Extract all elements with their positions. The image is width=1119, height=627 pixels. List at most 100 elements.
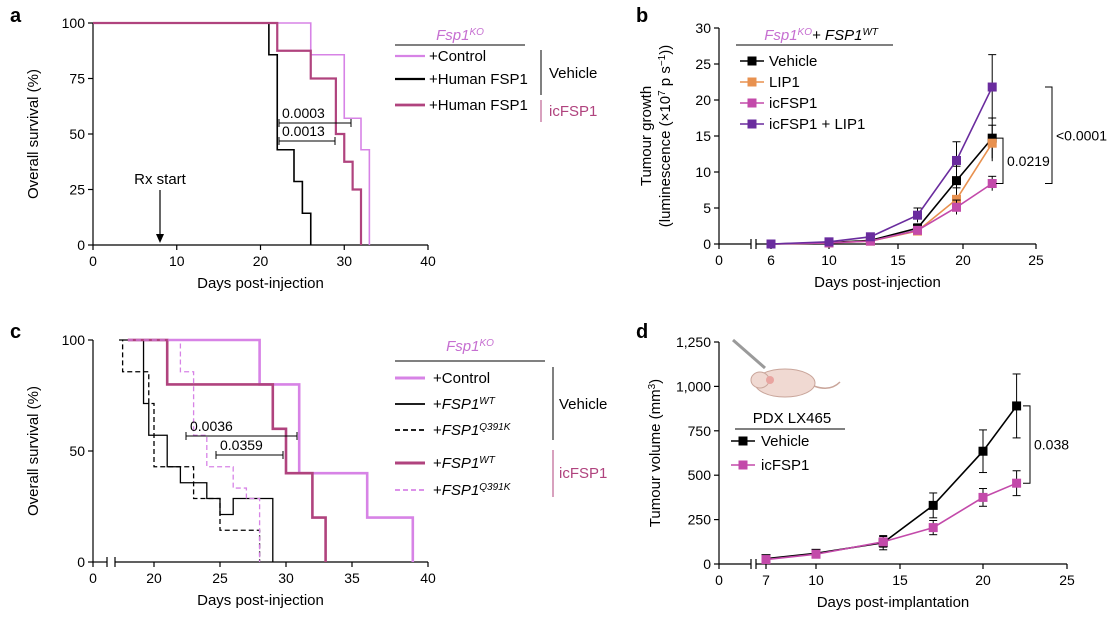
data-point <box>928 500 938 510</box>
panel-b: 0 5 10 15 20 25 30 0 6 10 15 20 25 Days post-injectio… <box>638 20 1107 291</box>
group-label: icFSP1 <box>549 103 597 120</box>
data-point <box>987 138 997 148</box>
y-tick-label: 100 <box>62 332 86 348</box>
legend-label: +FSP1WT <box>433 455 496 473</box>
panel-label-a: a <box>10 5 22 27</box>
legend-title: PDX LX465 <box>753 410 831 427</box>
data-point <box>978 446 988 456</box>
x-tick-label: 15 <box>890 252 906 268</box>
panel-label-b: b <box>636 5 648 27</box>
y-tick-label: 25 <box>695 56 711 72</box>
data-point <box>987 179 997 189</box>
y-tick-label: 75 <box>69 71 85 87</box>
x-tick-label: 0 <box>715 572 723 588</box>
legend-label: icFSP1 + LIP1 <box>769 116 865 133</box>
y-axis-label: Tumour growth <box>638 86 655 186</box>
y-tick-label: 0 <box>77 237 85 253</box>
x-tick-label: 30 <box>336 253 352 269</box>
y-tick-label: 10 <box>695 164 711 180</box>
x-tick-label: 40 <box>420 253 436 269</box>
pvalue-label: 0.0003 <box>282 105 325 121</box>
survival-line <box>127 338 415 562</box>
data-point <box>913 225 922 235</box>
pvalue-label: 0.0036 <box>190 418 233 434</box>
legend-label: +FSP1Q391K <box>433 482 512 500</box>
y-tick-label: 25 <box>69 182 85 198</box>
y-axis-label: Tumour volume (mm3) <box>647 379 665 527</box>
x-tick-label: 25 <box>212 570 228 586</box>
y-tick-label: 500 <box>688 467 712 483</box>
x-tick-label: 10 <box>808 572 824 588</box>
y-tick-label: 50 <box>69 443 85 459</box>
panel-d: 0 250 500 750 1,000 1,250 0 7 10 15 20 25 Days post-… <box>647 334 1075 611</box>
x-tick-label: 10 <box>169 253 185 269</box>
survival-line <box>119 339 261 562</box>
x-axis-label: Days post-injection <box>197 592 324 609</box>
data-point <box>952 176 961 186</box>
survival-line <box>93 22 371 245</box>
survival-line <box>93 21 363 245</box>
y-tick-label: 0 <box>77 554 85 570</box>
tumour-icon <box>766 376 774 384</box>
legend-title: Fsp1KO <box>764 27 812 45</box>
y-tick-label: 0 <box>703 236 711 252</box>
legend-marker <box>738 436 748 446</box>
legend-label: icFSP1 <box>769 95 817 112</box>
data-point <box>952 202 961 212</box>
group-label: icFSP1 <box>559 465 607 482</box>
legend-marker <box>738 460 748 470</box>
pvalue-label: <0.0001 <box>1056 127 1107 143</box>
mouse-illustration <box>732 338 841 398</box>
series-line <box>765 405 1018 560</box>
survival-line <box>122 339 274 562</box>
data-point <box>1012 401 1022 411</box>
data-point <box>928 523 938 533</box>
series-line <box>770 182 993 245</box>
legend-label: icFSP1 <box>761 457 809 474</box>
panel-a: 0 25 50 75 100 0 10 20 30 40 Days post-injection Ov… <box>25 15 597 292</box>
y-tick-label: 30 <box>695 20 711 36</box>
pvalue-bracket <box>996 137 1004 185</box>
x-tick-label: 20 <box>975 572 991 588</box>
y-tick-label: 100 <box>62 15 86 31</box>
x-tick-label: 40 <box>420 570 436 586</box>
series-line <box>765 482 1017 561</box>
legend-label: +Human FSP1 <box>429 71 528 88</box>
data-point <box>913 210 922 220</box>
x-tick-label: 25 <box>1028 252 1044 268</box>
legend-marker <box>747 56 757 66</box>
y-tick-label: 750 <box>688 423 712 439</box>
pvalue-bracket <box>1023 405 1031 484</box>
legend-title: + FSP1WT <box>812 27 879 45</box>
x-axis-label: Days post-implantation <box>817 594 970 611</box>
legend-title: Fsp1KO <box>446 338 494 356</box>
data-point <box>978 492 988 502</box>
legend-label: Vehicle <box>769 53 817 70</box>
x-tick-label: 20 <box>253 253 269 269</box>
y-tick-label: 1,250 <box>676 334 711 350</box>
y-tick-label: 5 <box>703 200 711 216</box>
pvalue-label: 0.0359 <box>220 437 263 453</box>
y-tick-label: 50 <box>69 126 85 142</box>
group-label: Vehicle <box>549 65 597 82</box>
legend-marker <box>747 98 757 108</box>
survival-line <box>127 338 327 562</box>
data-point <box>952 194 961 204</box>
annotation-arrowhead <box>156 234 164 243</box>
y-tick-label: 1,000 <box>676 378 711 394</box>
legend-label: LIP1 <box>769 74 800 91</box>
x-tick-label: 15 <box>892 572 908 588</box>
pvalue-label: 0.0013 <box>282 123 325 139</box>
group-label: Vehicle <box>559 396 607 413</box>
annotation-text: Rx start <box>134 171 187 188</box>
pvalue-label: 0.038 <box>1034 437 1069 453</box>
x-tick-label: 10 <box>821 252 837 268</box>
y-tick-label: 20 <box>695 92 711 108</box>
legend-label: +FSP1Q391K <box>433 422 512 440</box>
x-tick-label: 0 <box>89 253 97 269</box>
x-tick-label: 0 <box>89 570 97 586</box>
x-tick-label: 7 <box>762 572 770 588</box>
y-tick-label: 250 <box>688 512 712 528</box>
legend-label: +Control <box>433 370 490 387</box>
